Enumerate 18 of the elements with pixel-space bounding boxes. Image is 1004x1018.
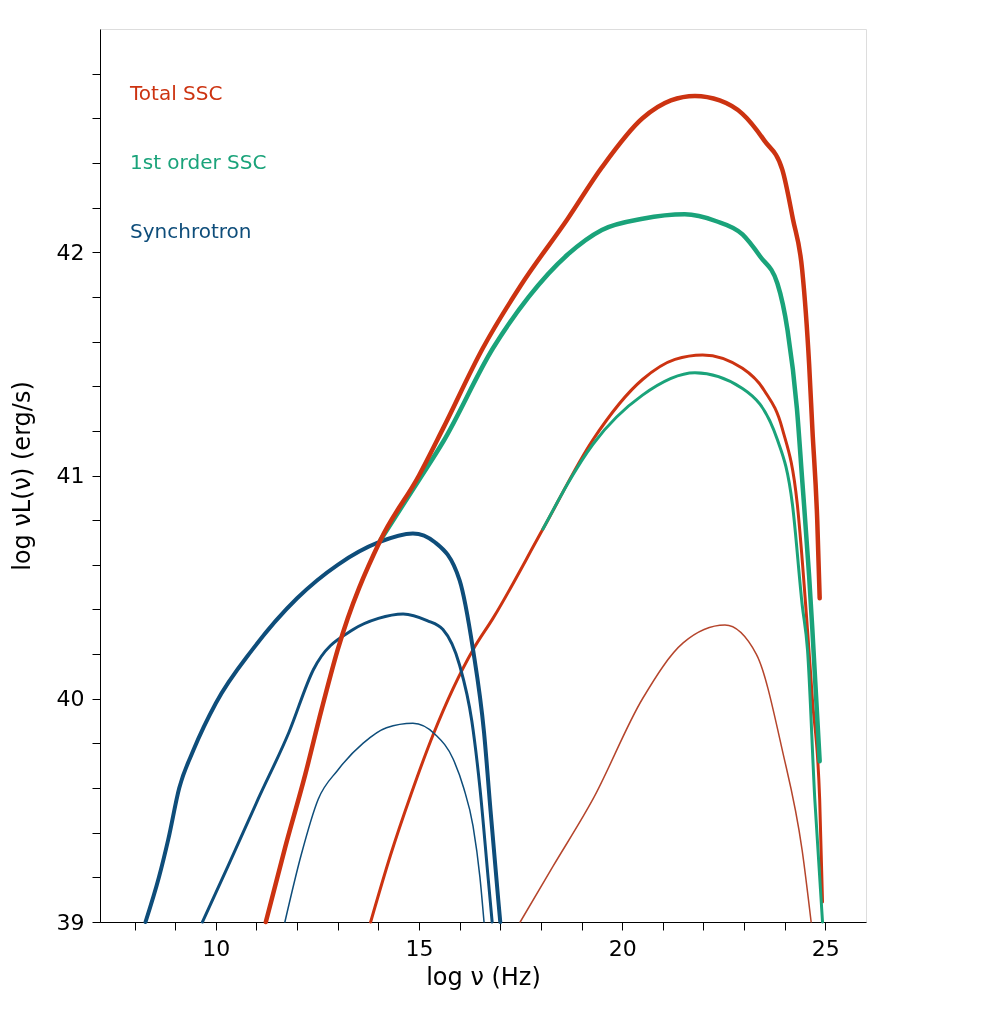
y-tick-label: 39 [56, 909, 85, 935]
y-tick-label: 42 [56, 239, 85, 265]
x-axis-title: log ν (Hz) [426, 962, 541, 991]
line-series [519, 624, 812, 923]
line-series [541, 371, 825, 924]
x-tick-label: 15 [405, 935, 434, 961]
text: Total SSC [129, 81, 223, 105]
text: Synchrotron [130, 219, 252, 243]
line-series [284, 722, 485, 923]
x-tick-label: 10 [202, 935, 231, 961]
line-series [200, 612, 494, 924]
y-tick-label: 40 [56, 686, 85, 712]
line-series [143, 531, 503, 924]
y-tick-label: 41 [56, 463, 85, 488]
x-tick-label: 25 [811, 935, 840, 961]
x-tick-label: 20 [608, 935, 637, 961]
text: 1st order SSC [130, 150, 267, 174]
y-axis-title: log νL(ν) (erg/s) [7, 381, 36, 571]
